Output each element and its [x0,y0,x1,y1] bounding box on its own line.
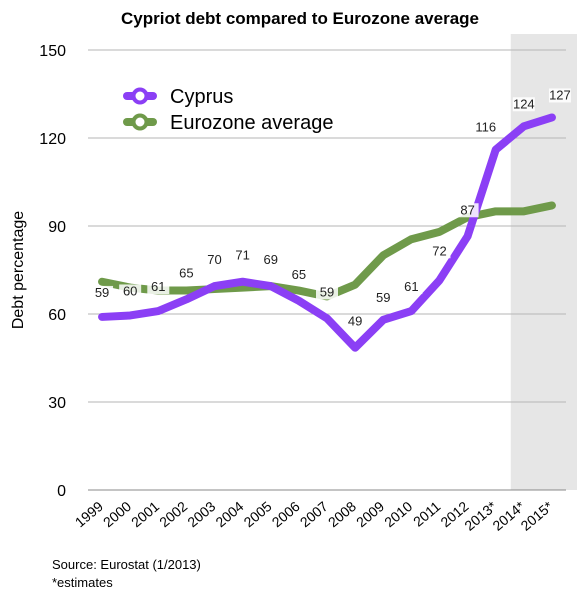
series-line-cyprus [98,113,556,352]
legend-marker [131,113,149,131]
x-tick-label: 2010 [381,498,415,530]
x-tick-label: 2003 [184,498,218,530]
x-tick-label: 2005 [241,498,275,530]
source-note: Source: Eurostat (1/2013) [52,557,201,572]
estimates-note: *estimates [52,575,113,590]
data-label: 61 [404,279,418,294]
data-label: 61 [151,279,165,294]
data-label: 59 [320,284,334,299]
data-label: 69 [264,252,278,267]
chart-title: Cypriot debt compared to Eurozone averag… [121,9,479,28]
x-tick-label: 2001 [128,498,162,530]
series-line-eurozone [98,201,556,301]
x-tick-label: 2006 [269,498,303,530]
data-label-bg [287,267,310,282]
y-tick-label: 90 [48,219,66,236]
legend-marker [131,87,149,105]
legend: Cyprus Eurozone average [123,86,333,134]
data-label-bg [372,290,395,305]
legend-item-cyprus: Cyprus [123,86,233,108]
data-label-bg [512,97,535,112]
x-tick-label: 2000 [100,498,134,530]
data-label: 116 [475,120,496,135]
data-label-bg [316,285,338,300]
data-label: 49 [348,314,362,329]
x-tick-label: 2007 [297,498,331,530]
data-label-bg [548,88,571,103]
data-label: 60 [123,283,137,298]
x-tick-label: 2009 [353,498,387,530]
data-label: 59 [376,290,390,305]
x-axis-ticks: 1999200020012002200320042005200620072008… [72,498,556,534]
x-tick-label: 1999 [72,498,106,530]
x-tick-label: 2015* [518,498,557,534]
data-label-bg [147,280,170,295]
y-tick-label: 0 [57,483,66,500]
data-label: 127 [549,87,571,102]
y-tick-label: 150 [39,43,66,60]
y-axis-ticks: 0 30 60 90 120 150 [39,43,66,500]
data-label-bg [119,284,142,299]
legend-item-eurozone: Eurozone average [123,112,333,134]
data-label-bg [231,248,254,263]
data-label-bg [91,285,114,300]
y-tick-label: 60 [48,307,66,324]
data-label: 65 [292,267,306,282]
data-label-bg [474,120,497,135]
data-label: 72 [432,243,446,258]
y-tick-label: 30 [48,395,66,412]
data-label: 70 [207,252,221,267]
data-label-bg [400,280,423,295]
data-label: 59 [95,285,109,300]
x-tick-label: 2004 [212,498,246,530]
legend-label: Cyprus [170,86,233,108]
legend-label: Eurozone average [170,112,333,134]
y-tick-label: 120 [39,131,66,148]
x-tick-label: 2008 [325,498,359,530]
data-label: 124 [513,96,535,111]
data-label-bg [344,314,367,329]
x-tick-label: 2011 [410,498,444,530]
y-axis-label: Debt percentage [10,211,27,329]
data-label-bg [259,253,282,268]
x-tick-label: 2002 [156,498,190,530]
data-labels: 59 60 61 65 70 71 69 65 59 49 59 61 72 87 116 124 127 [91,87,571,329]
chart: Cypriot debt compared to Eurozone averag… [10,9,577,534]
data-label: 87 [460,202,474,217]
data-label-bg [175,266,198,281]
data-label-bg [203,253,226,268]
data-label: 71 [235,248,249,263]
series-lines [98,113,556,352]
data-label-bg [428,244,451,259]
data-label: 65 [179,265,193,280]
data-label-bg [456,203,479,218]
